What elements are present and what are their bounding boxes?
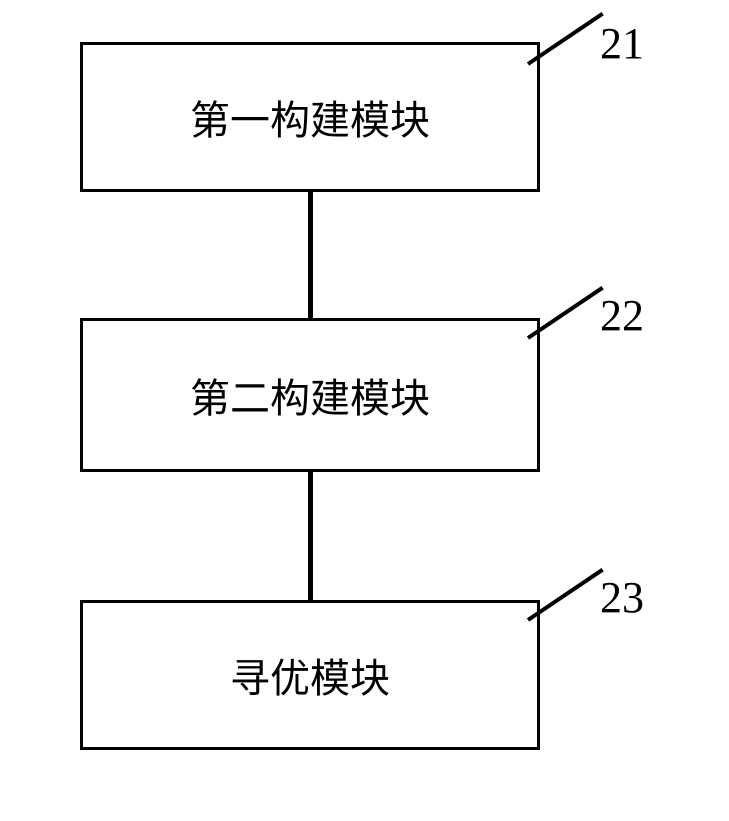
label-line-2 [527, 286, 604, 340]
connector-2-3 [308, 472, 313, 600]
ref-label-3: 23 [600, 572, 644, 623]
box-1: 第一构建模块 [80, 42, 540, 192]
box-2: 第二构建模块 [80, 318, 540, 472]
label-line-3 [527, 568, 604, 622]
box-3-label: 寻优模块 [230, 646, 390, 704]
box-2-label: 第二构建模块 [190, 366, 430, 424]
box-1-label: 第一构建模块 [190, 88, 430, 146]
box-3: 寻优模块 [80, 600, 540, 750]
flowchart-diagram: 第一构建模块 21 第二构建模块 22 寻优模块 23 [0, 0, 729, 821]
label-line-1 [527, 12, 604, 66]
connector-1-2 [308, 192, 313, 318]
ref-label-2: 22 [600, 290, 644, 341]
ref-label-1: 21 [600, 18, 644, 69]
